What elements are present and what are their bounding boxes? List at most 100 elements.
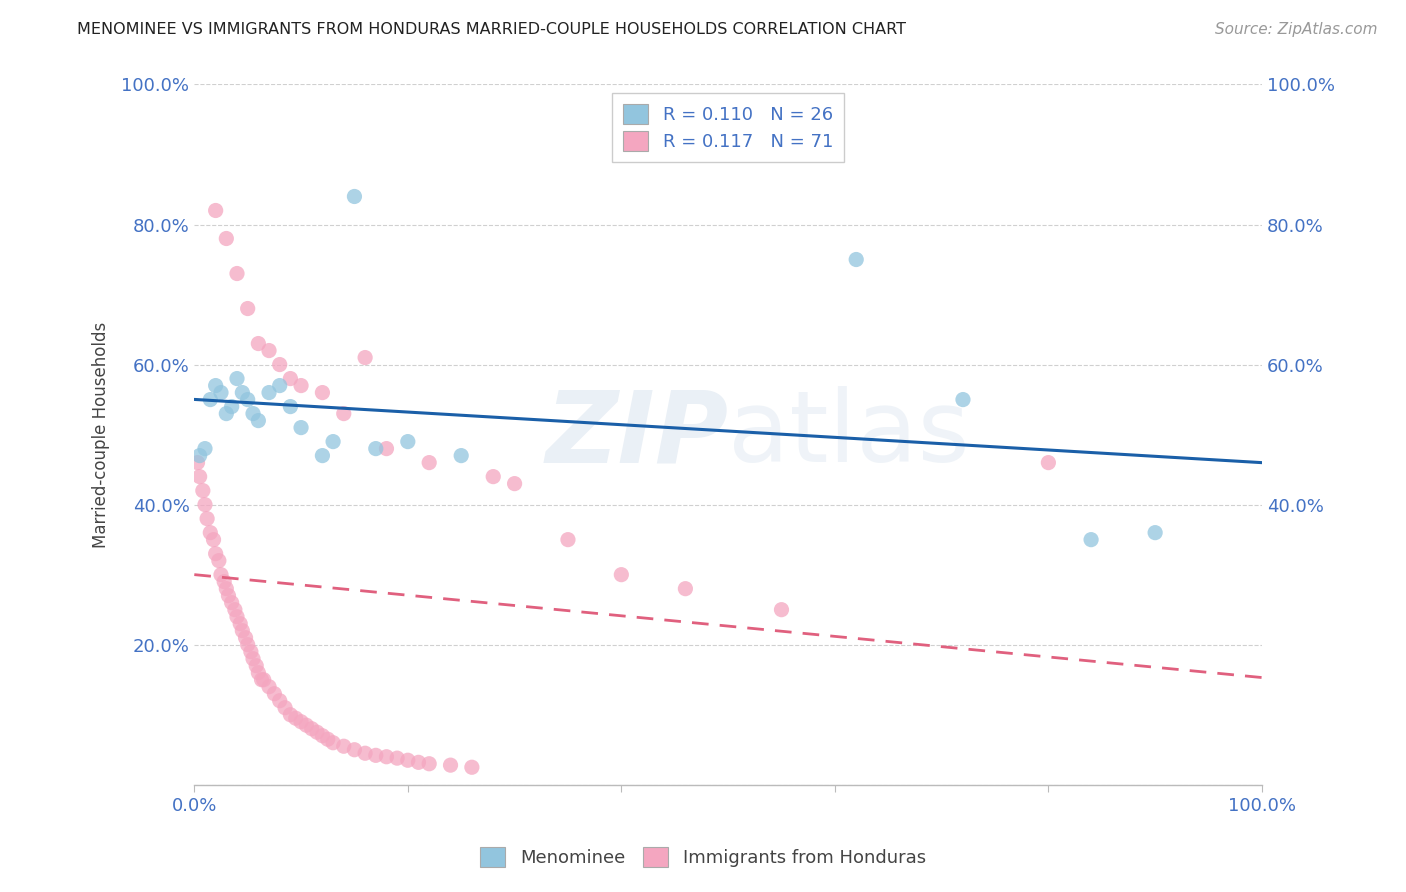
Point [215,231,238,245]
Point [364,748,387,763]
Point [364,442,387,456]
Point [316,732,339,747]
Point [245,658,267,673]
Point [375,442,398,456]
Point [242,651,264,665]
Point [204,547,226,561]
Point [188,469,211,483]
Point [204,378,226,392]
Point [247,665,270,680]
Point [461,760,484,774]
Point [1080,533,1102,547]
Text: atlas: atlas [728,386,970,483]
Point [231,624,253,638]
Point [482,469,505,483]
Point [231,385,253,400]
Point [202,533,225,547]
Point [209,567,232,582]
Point [215,582,238,596]
Point [322,736,344,750]
Point [235,631,257,645]
Point [263,687,285,701]
Point [226,609,249,624]
Point [396,434,419,449]
Point [257,680,280,694]
Point [343,743,366,757]
Point [845,252,868,267]
Point [186,456,208,470]
Point [204,203,226,218]
Point [229,616,252,631]
Point [236,392,259,407]
Point [226,267,249,281]
Point [610,567,633,582]
Legend: Menominee, Immigrants from Honduras: Menominee, Immigrants from Honduras [472,839,934,874]
Point [290,420,312,434]
Point [301,722,323,736]
Point [191,483,214,498]
Point [257,343,280,358]
Point [673,582,696,596]
Y-axis label: Married-couple Households: Married-couple Households [93,321,110,548]
Text: ZIP: ZIP [546,386,728,483]
Point [311,449,333,463]
Point [311,385,333,400]
Point [247,414,270,428]
Point [269,694,291,708]
Point [194,442,217,456]
Point [280,400,302,414]
Point [257,385,280,400]
Point [408,756,430,770]
Point [209,385,232,400]
Point [439,758,461,772]
Point [280,371,302,385]
Point [375,749,398,764]
Point [503,476,526,491]
Point [236,638,259,652]
Point [200,392,222,407]
Point [280,707,302,722]
Point [354,746,377,760]
Point [226,371,249,385]
Point [1144,525,1167,540]
Point [354,351,377,365]
Point [343,189,366,203]
Point [188,449,211,463]
Point [332,739,354,754]
Point [224,602,246,616]
Point [212,574,235,589]
Point [269,358,291,372]
Point [418,756,440,771]
Point [418,456,440,470]
Point [217,589,239,603]
Point [215,407,238,421]
Point [770,602,793,616]
Point [322,434,344,449]
Point [952,392,974,407]
Point [311,729,333,743]
Point [239,645,262,659]
Point [250,673,273,687]
Text: Source: ZipAtlas.com: Source: ZipAtlas.com [1215,22,1378,37]
Point [253,673,276,687]
Point [450,449,472,463]
Point [208,554,231,568]
Point [221,596,243,610]
Point [236,301,259,316]
Point [557,533,579,547]
Point [274,700,297,714]
Point [221,400,243,414]
Point [307,725,329,739]
Point [385,751,408,765]
Point [194,498,217,512]
Point [195,511,218,525]
Text: MENOMINEE VS IMMIGRANTS FROM HONDURAS MARRIED-COUPLE HOUSEHOLDS CORRELATION CHAR: MENOMINEE VS IMMIGRANTS FROM HONDURAS MA… [77,22,907,37]
Point [200,525,222,540]
Point [396,753,419,767]
Point [242,407,264,421]
Point [1038,456,1060,470]
Point [284,711,307,725]
Point [332,407,354,421]
Point [269,378,291,392]
Point [247,336,270,351]
